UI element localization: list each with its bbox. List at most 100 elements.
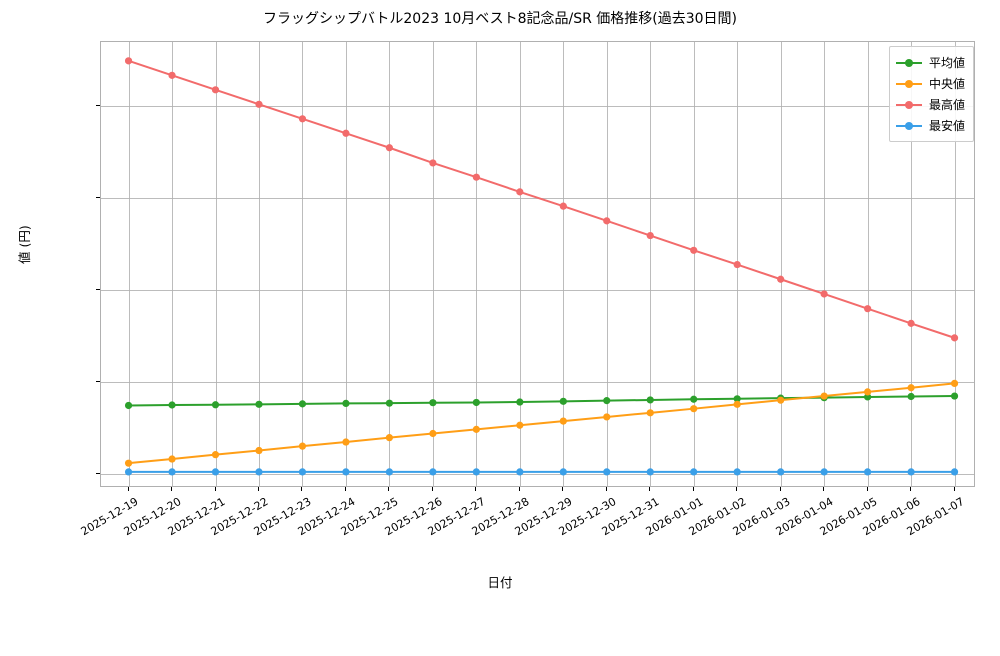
- x-axis-tick-mark: [214, 487, 216, 491]
- grid-line-vertical: [302, 42, 304, 486]
- data-point: [907, 468, 915, 476]
- grid-line-horizontal: [101, 474, 974, 476]
- data-point: [777, 468, 785, 476]
- x-axis-tick-mark: [910, 487, 912, 491]
- data-point: [342, 468, 350, 476]
- grid-line-vertical: [519, 42, 521, 486]
- y-axis-label: 値 (円): [17, 225, 32, 264]
- x-axis-tick-mark: [388, 487, 390, 491]
- price-history-chart: フラッグシップバトル2023 10月ベスト8記念品/SR 価格推移(過去30日間…: [17, 11, 975, 590]
- data-point: [907, 384, 915, 392]
- grid-line-vertical: [345, 42, 347, 486]
- y-axis-tick-mark: [96, 381, 100, 383]
- series-line: [127, 382, 956, 465]
- data-point: [690, 405, 698, 413]
- series-line: [127, 59, 956, 339]
- data-point: [168, 71, 176, 79]
- data-point: [298, 115, 307, 123]
- legend-item: 最高値: [895, 94, 965, 115]
- data-point: [385, 144, 393, 152]
- data-point: [733, 260, 741, 269]
- grid-line-vertical: [215, 42, 217, 486]
- data-point: [950, 392, 959, 400]
- data-point: [168, 468, 176, 476]
- grid-line-vertical: [911, 42, 913, 486]
- data-point: [733, 400, 741, 408]
- data-point: [603, 397, 611, 405]
- data-point: [516, 398, 524, 406]
- data-point: [255, 100, 263, 108]
- y-axis-tick-mark: [96, 105, 100, 107]
- data-point: [864, 468, 872, 476]
- y-axis-tick-mark: [96, 197, 100, 199]
- x-axis-tick-mark: [518, 487, 520, 491]
- data-point: [429, 429, 437, 438]
- data-point: [211, 468, 220, 476]
- data-point: [907, 392, 915, 401]
- data-point: [820, 392, 828, 400]
- series-4: [124, 468, 959, 476]
- x-axis-tick-mark: [171, 487, 173, 491]
- x-axis-tick-mark: [953, 487, 955, 491]
- x-axis-tick-mark: [301, 487, 303, 491]
- data-point: [690, 246, 698, 254]
- legend-label: 中央値: [928, 77, 965, 91]
- x-axis-tick-mark: [605, 487, 607, 491]
- data-point: [429, 468, 437, 476]
- x-axis-tick-mark: [866, 487, 868, 491]
- x-axis-tick-mark: [649, 487, 651, 491]
- grid-line-vertical: [563, 42, 565, 486]
- data-point: [255, 400, 263, 408]
- grid-line-vertical: [258, 42, 260, 486]
- data-point: [516, 188, 524, 196]
- data-point: [864, 393, 872, 401]
- data-point: [516, 421, 524, 429]
- data-point: [255, 446, 263, 455]
- data-point: [342, 438, 350, 446]
- data-point: [298, 468, 307, 476]
- data-point: [472, 425, 480, 433]
- x-axis-tick-mark: [779, 487, 781, 491]
- grid-line-vertical: [432, 42, 434, 486]
- series-3: [124, 57, 959, 342]
- data-point: [646, 468, 654, 476]
- legend-item: 平均値: [895, 52, 965, 73]
- legend-swatch-icon: [895, 57, 922, 69]
- grid-line-vertical: [476, 42, 478, 486]
- grid-line-vertical: [128, 42, 130, 486]
- data-point: [603, 413, 611, 421]
- data-point: [211, 86, 220, 94]
- data-point: [211, 401, 220, 409]
- data-point: [733, 395, 741, 403]
- data-point: [603, 217, 611, 225]
- legend-swatch-icon: [895, 99, 922, 111]
- grid-line-vertical: [650, 42, 652, 486]
- grid-line-horizontal: [101, 290, 974, 292]
- data-point: [472, 398, 480, 407]
- data-point: [820, 290, 828, 298]
- legend-label: 平均値: [928, 56, 965, 70]
- legend-swatch-icon: [895, 78, 922, 90]
- data-point: [733, 468, 741, 476]
- y-axis-tick-mark: [96, 473, 100, 475]
- grid-line-vertical: [954, 42, 956, 486]
- x-axis-tick-mark: [823, 487, 825, 491]
- data-point: [559, 417, 567, 425]
- data-point: [603, 468, 611, 476]
- data-point: [646, 396, 654, 404]
- chart-title: フラッグシップバトル2023 10月ベスト8記念品/SR 価格推移(過去30日間…: [262, 11, 738, 27]
- x-axis-tick-mark: [344, 487, 346, 491]
- data-point: [385, 468, 393, 476]
- data-point: [559, 397, 567, 405]
- data-point: [298, 442, 307, 450]
- grid-line-vertical: [780, 42, 782, 486]
- data-point: [950, 334, 959, 342]
- grid-line-horizontal: [101, 198, 974, 200]
- chart-legend: 平均値 中央値 最高値 最安値: [888, 46, 974, 142]
- data-point: [342, 129, 350, 137]
- data-point: [298, 400, 307, 408]
- data-point: [864, 305, 872, 313]
- legend-label: 最高値: [928, 98, 965, 112]
- data-point: [690, 468, 698, 476]
- grid-line-vertical: [172, 42, 174, 486]
